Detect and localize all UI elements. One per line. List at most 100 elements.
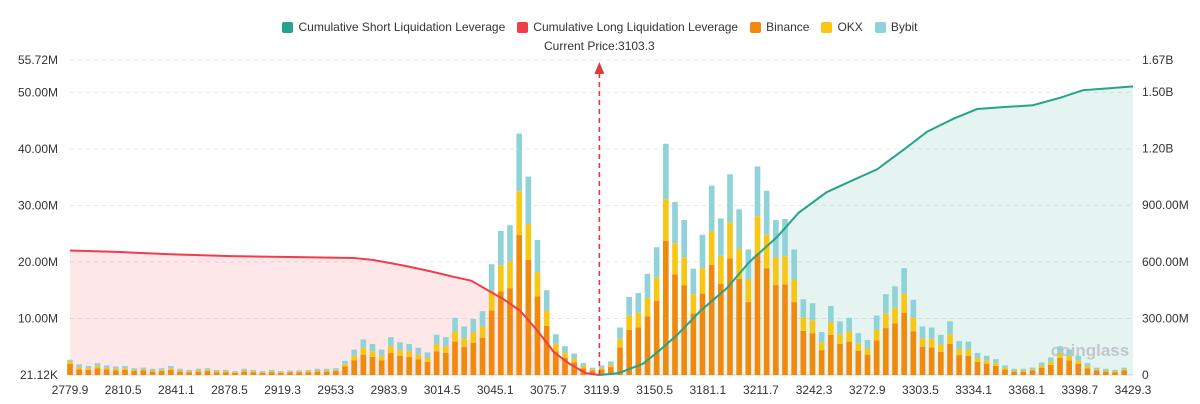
bar-okx[interactable]	[1103, 370, 1109, 372]
bar-bybit[interactable]	[1075, 355, 1082, 361]
bar-binance[interactable]	[122, 369, 128, 375]
bar-okx[interactable]	[122, 368, 128, 370]
bar-okx[interactable]	[1020, 370, 1027, 372]
bar-binance[interactable]	[791, 302, 797, 375]
bar-binance[interactable]	[177, 371, 183, 375]
bar-binance[interactable]	[516, 234, 522, 375]
bar-bybit[interactable]	[553, 334, 559, 344]
bar-okx[interactable]	[873, 329, 880, 341]
bar-binance[interactable]	[1002, 369, 1008, 375]
bar-binance[interactable]	[360, 354, 367, 375]
bar-bybit[interactable]	[67, 359, 73, 362]
bar-binance[interactable]	[873, 340, 880, 375]
bar-okx[interactable]	[809, 320, 816, 334]
bar-bybit[interactable]	[919, 326, 926, 339]
bar-bybit[interactable]	[974, 352, 981, 359]
bar-okx[interactable]	[314, 370, 321, 372]
bar-bybit[interactable]	[415, 347, 422, 355]
bar-bybit[interactable]	[140, 367, 147, 370]
bar-okx[interactable]	[644, 298, 651, 317]
bar-bybit[interactable]	[883, 294, 889, 314]
bar-okx[interactable]	[993, 363, 999, 366]
bar-binance[interactable]	[800, 330, 807, 375]
bar-bybit[interactable]	[113, 366, 119, 369]
bar-binance[interactable]	[663, 241, 669, 375]
bar-okx[interactable]	[342, 364, 348, 367]
bar-binance[interactable]	[149, 371, 156, 375]
bar-binance[interactable]	[433, 351, 440, 375]
bar-okx[interactable]	[543, 310, 550, 326]
bar-bybit[interactable]	[516, 133, 522, 192]
bar-binance[interactable]	[232, 372, 238, 375]
bar-bybit[interactable]	[149, 368, 156, 371]
bar-binance[interactable]	[113, 370, 119, 375]
bar-binance[interactable]	[168, 369, 174, 375]
bar-bybit[interactable]	[259, 371, 266, 373]
bar-binance[interactable]	[250, 372, 257, 375]
bar-bybit[interactable]	[754, 166, 761, 217]
bar-okx[interactable]	[305, 371, 312, 373]
bar-bybit[interactable]	[323, 368, 330, 371]
bar-okx[interactable]	[1029, 369, 1036, 371]
bar-bybit[interactable]	[177, 368, 183, 371]
bar-okx[interactable]	[534, 272, 541, 297]
bar-binance[interactable]	[828, 334, 834, 375]
bar-binance[interactable]	[195, 371, 202, 375]
bar-okx[interactable]	[818, 342, 825, 351]
bar-binance[interactable]	[213, 372, 220, 375]
bar-okx[interactable]	[571, 358, 577, 363]
bar-okx[interactable]	[351, 355, 357, 361]
bar-bybit[interactable]	[204, 368, 211, 370]
bar-okx[interactable]	[901, 293, 907, 313]
bar-okx[interactable]	[406, 351, 412, 357]
bar-bybit[interactable]	[699, 234, 706, 269]
bar-okx[interactable]	[223, 371, 229, 373]
bar-okx[interactable]	[681, 257, 687, 286]
bar-okx[interactable]	[1075, 360, 1082, 364]
bar-binance[interactable]	[763, 268, 770, 375]
bar-okx[interactable]	[1038, 365, 1045, 368]
bar-okx[interactable]	[131, 369, 137, 372]
bar-binance[interactable]	[617, 347, 623, 375]
bar-okx[interactable]	[415, 354, 422, 360]
bar-bybit[interactable]	[333, 368, 339, 370]
bar-okx[interactable]	[699, 268, 706, 294]
bar-bybit[interactable]	[938, 334, 944, 345]
bar-binance[interactable]	[983, 363, 990, 375]
bar-binance[interactable]	[928, 347, 935, 375]
bar-okx[interactable]	[424, 358, 431, 362]
bar-bybit[interactable]	[846, 317, 852, 332]
bar-bybit[interactable]	[598, 365, 605, 368]
bar-okx[interactable]	[553, 343, 559, 352]
bar-bybit[interactable]	[653, 247, 660, 278]
bar-binance[interactable]	[736, 278, 742, 375]
bar-okx[interactable]	[947, 334, 953, 344]
bar-binance[interactable]	[1093, 370, 1100, 375]
bar-okx[interactable]	[928, 338, 935, 348]
bar-binance[interactable]	[397, 355, 403, 375]
bar-bybit[interactable]	[406, 343, 412, 352]
bar-binance[interactable]	[85, 369, 92, 375]
bar-binance[interactable]	[131, 371, 137, 375]
bar-binance[interactable]	[1048, 364, 1054, 375]
bar-okx[interactable]	[470, 332, 477, 343]
bar-binance[interactable]	[562, 358, 568, 375]
bar-okx[interactable]	[333, 369, 339, 372]
bar-okx[interactable]	[763, 234, 770, 269]
bar-bybit[interactable]	[809, 303, 816, 321]
bar-okx[interactable]	[85, 368, 92, 370]
bar-okx[interactable]	[516, 191, 522, 235]
bar-okx[interactable]	[910, 317, 917, 332]
bar-bybit[interactable]	[672, 202, 678, 244]
bar-binance[interactable]	[965, 355, 972, 375]
bar-binance[interactable]	[626, 329, 632, 375]
bar-okx[interactable]	[1002, 367, 1008, 370]
bar-okx[interactable]	[433, 344, 440, 352]
bar-okx[interactable]	[369, 351, 376, 357]
bar-bybit[interactable]	[241, 368, 247, 371]
bar-bybit[interactable]	[800, 299, 807, 318]
bar-okx[interactable]	[864, 348, 871, 355]
bar-bybit[interactable]	[791, 249, 797, 280]
bar-okx[interactable]	[1066, 355, 1072, 361]
bar-binance[interactable]	[653, 300, 660, 375]
